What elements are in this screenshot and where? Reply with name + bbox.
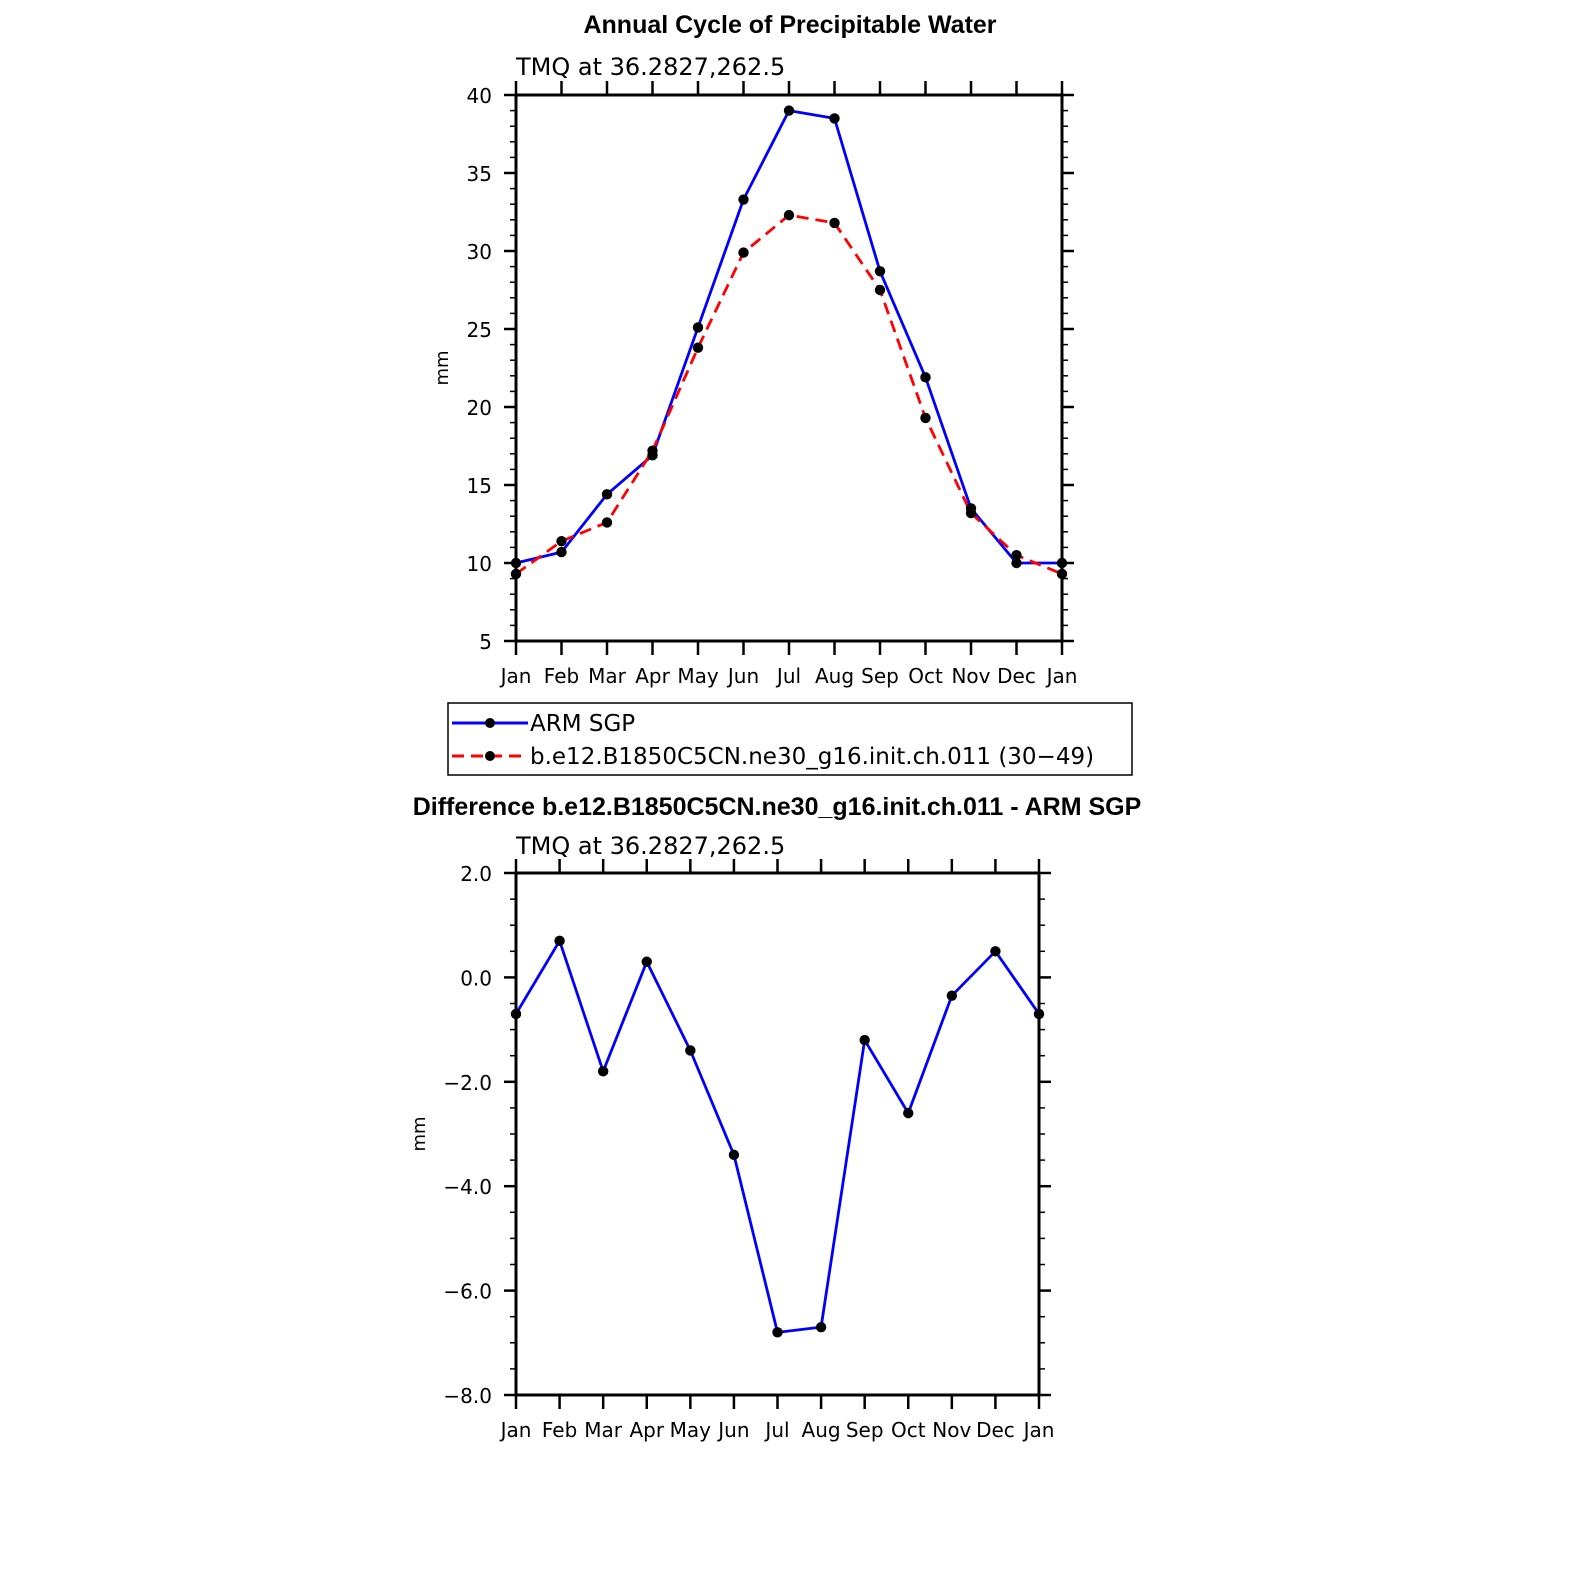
top-x-tick-label: Nov (951, 664, 990, 688)
bottom-x-tick-label: Dec (976, 1418, 1015, 1442)
bottom-series-0-point (554, 935, 565, 947)
legend: ARM SGP b.e12.B1850C5CN.ne30_g16.init.ch… (447, 702, 1133, 776)
bottom-series-0-point (946, 990, 958, 1001)
bottom-x-tick-label: Sep (846, 1418, 884, 1442)
top-y-tick-label: 15 (467, 474, 492, 498)
bottom-x-tick-label: Aug (802, 1418, 841, 1442)
top-x-tick-label: Sep (861, 664, 899, 688)
bottom-x-tick-label: Jul (763, 1418, 789, 1442)
top-series-0-point (920, 372, 931, 383)
top-y-tick-label: 35 (467, 162, 492, 186)
bottom-y-axis-label: mm (409, 1116, 430, 1151)
bottom-series-0-point (510, 1008, 522, 1020)
bottom-y-tick-label: 0.0 (460, 966, 492, 990)
bottom-y-tick-label: −4.0 (443, 1175, 492, 1199)
top-series-1-point (965, 507, 977, 519)
top-y-tick-label: 30 (467, 240, 492, 264)
top-y-tick-label: 20 (467, 396, 492, 420)
bottom-x-tick-label: May (670, 1418, 712, 1442)
bottom-y-tick-label: −8.0 (443, 1384, 492, 1408)
bottom-series-0-point (990, 946, 1001, 957)
top-series-1-point (510, 568, 522, 580)
bottom-series-0-point (1033, 1008, 1045, 1020)
top-series-0-point (601, 489, 613, 500)
bottom-chart-subtitle: TMQ at 36.2827,262.5 (515, 832, 785, 860)
bottom-y-tick-label: −6.0 (443, 1280, 492, 1304)
bottom-plot-area: −8.0 −6.0 −4.0 −2.0 0.0 2.0 Jan Feb Mar Apr May Jun… (443, 859, 1054, 1442)
top-series-0-line (515, 109, 1062, 565)
top-series-0-point (783, 105, 795, 116)
top-series-0-point (692, 322, 704, 333)
top-series-1-line (515, 213, 1063, 576)
bottom-series-0-point (728, 1149, 740, 1161)
top-x-tick-label: Mar (588, 664, 627, 688)
top-y-tick-label: 40 (467, 84, 492, 108)
bottom-series-0-point (903, 1107, 914, 1119)
top-series-1-point (692, 342, 704, 353)
bottom-plot-frame (514, 871, 1041, 1397)
top-chart-subtitle: TMQ at 36.2827,262.5 (515, 53, 785, 81)
bottom-x-tick-label: Apr (629, 1418, 664, 1442)
top-series-0-point (556, 546, 567, 558)
top-series-1-point (738, 247, 749, 258)
bottom-x-tick-label: Nov (932, 1418, 971, 1442)
top-plot-frame (514, 93, 1064, 643)
legend-model-label: b.e12.B1850C5CN.ne30_g16.init.ch.011 (30… (530, 744, 1094, 770)
bottom-series-0-point (859, 1034, 870, 1046)
top-series-1-point (874, 284, 886, 296)
top-chart-title: Annual Cycle of Precipitable Water (583, 11, 996, 39)
top-x-tick-label: Aug (815, 664, 854, 688)
bottom-x-tick-label: Jan (499, 1418, 532, 1442)
bottom-series-0-point (815, 1321, 827, 1333)
top-x-tick-label: Feb (544, 664, 579, 688)
top-y-tick-label: 5 (479, 630, 492, 654)
top-series-1-point (1056, 568, 1068, 580)
bottom-x-tick-label: Jun (716, 1418, 749, 1442)
bottom-x-tick-label: Mar (584, 1418, 623, 1442)
top-x-tick-label: Jan (499, 664, 532, 688)
legend-model-marker (485, 751, 495, 761)
top-x-tick-label: Dec (997, 664, 1036, 688)
bottom-series-0-point (597, 1066, 609, 1077)
top-series-0-point (829, 113, 840, 124)
top-series-1-point (1011, 550, 1022, 561)
legend-arm-sgp-marker (485, 718, 495, 728)
top-series-0-point (874, 266, 886, 277)
legend-arm-sgp-label: ARM SGP (530, 711, 635, 737)
top-y-tick-label: 10 (467, 552, 492, 576)
bottom-y-tick-label: −2.0 (443, 1071, 492, 1095)
top-series-0-point (1056, 557, 1068, 569)
top-x-tick-label: Apr (635, 664, 670, 688)
top-x-tick-label: Jun (726, 664, 759, 688)
top-x-tick-label: Oct (908, 664, 943, 688)
bottom-x-tick-label: Feb (542, 1418, 577, 1442)
bottom-series-0-point (685, 1045, 696, 1056)
top-series-0-point (510, 557, 522, 569)
top-series-0-point (1011, 557, 1022, 569)
legend-box (447, 702, 1133, 776)
bottom-x-tick-label: Oct (891, 1418, 926, 1442)
top-series-1-point (829, 217, 840, 229)
bottom-chart-title: Difference b.e12.B1850C5CN.ne30_g16.init… (413, 793, 1142, 821)
top-y-axis-label: mm (432, 350, 453, 385)
top-plot-area: 5 10 15 20 25 30 35 40 Jan Feb Mar Apr May Jun Jul Aug S… (467, 81, 1078, 688)
bottom-series-0-point (772, 1327, 783, 1338)
top-series-1-point (920, 412, 931, 424)
top-series-1-point (647, 445, 658, 456)
top-y-tick-label: 25 (467, 318, 492, 342)
bottom-series-0-point (641, 956, 652, 967)
top-x-tick-label: Jan (1045, 664, 1078, 688)
top-series-1-point (556, 535, 567, 547)
top-series-0-point (738, 194, 749, 205)
top-series-1-point (783, 209, 795, 221)
bottom-y-tick-label: 2.0 (460, 862, 492, 886)
bottom-series-0-line (514, 939, 1041, 1334)
bottom-x-tick-label: Jan (1022, 1418, 1055, 1442)
top-series-1-point (601, 517, 613, 528)
top-x-tick-label: Jul (775, 664, 801, 688)
top-x-tick-label: May (677, 664, 719, 688)
